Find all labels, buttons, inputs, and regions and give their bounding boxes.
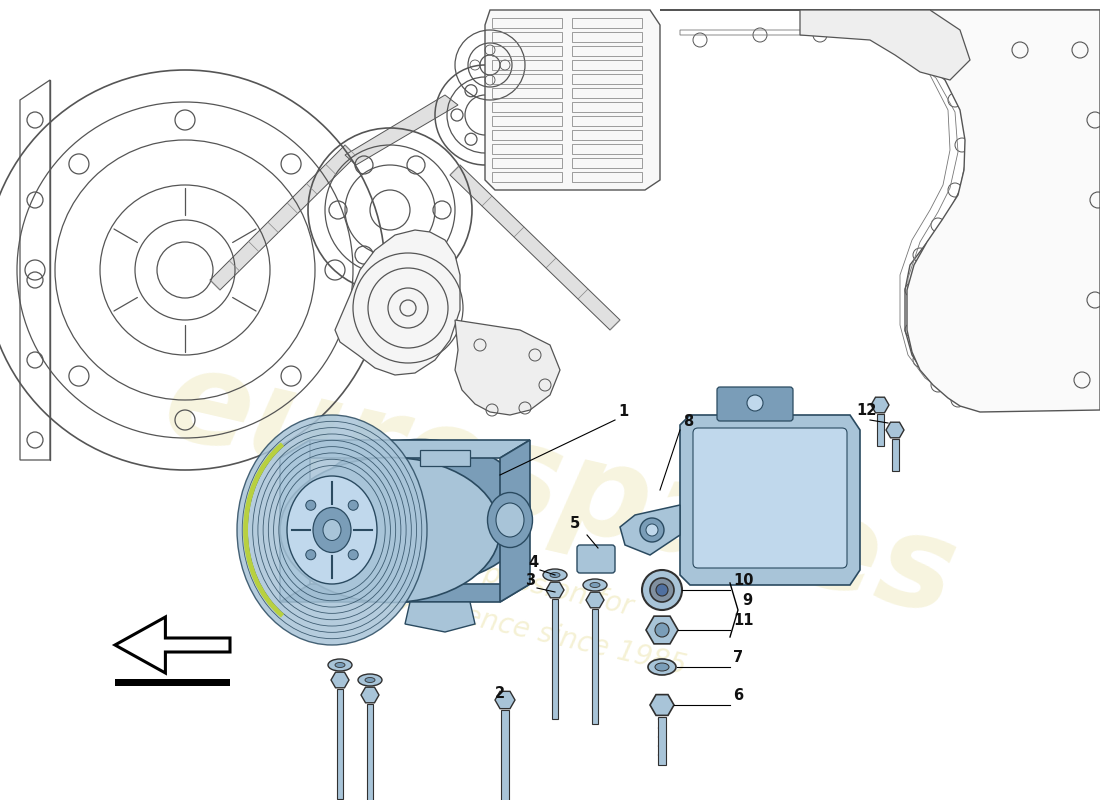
Bar [492,88,562,98]
Bar [572,172,642,182]
Text: 7: 7 [733,650,744,665]
Polygon shape [405,602,475,632]
Polygon shape [345,95,458,165]
Bar [116,679,230,686]
Circle shape [747,395,763,411]
Text: 5: 5 [570,516,581,531]
Bar [502,710,509,800]
Circle shape [650,578,674,602]
Bar [551,599,559,719]
Circle shape [349,550,359,560]
Polygon shape [280,440,530,458]
Bar [492,32,562,42]
Circle shape [646,524,658,536]
Text: 3: 3 [525,573,535,588]
Polygon shape [455,320,560,415]
Ellipse shape [590,582,600,587]
Text: 2: 2 [495,686,505,701]
Circle shape [306,550,316,560]
Text: 11: 11 [733,613,754,628]
Ellipse shape [654,663,669,671]
Text: 12: 12 [856,403,877,418]
Text: 6: 6 [733,688,744,703]
Text: a passion for
excellence since 1985: a passion for excellence since 1985 [382,539,698,681]
Bar [891,439,899,471]
Polygon shape [500,440,530,602]
Polygon shape [485,10,660,190]
Text: 9: 9 [742,593,752,608]
Bar [572,144,642,154]
Ellipse shape [336,662,345,667]
Bar [572,32,642,42]
Polygon shape [280,440,310,602]
Ellipse shape [323,519,341,541]
Ellipse shape [314,507,351,553]
Bar [572,88,642,98]
Ellipse shape [280,458,500,602]
Circle shape [642,570,682,610]
Ellipse shape [328,659,352,671]
Bar [572,60,642,70]
Bar [572,102,642,112]
Ellipse shape [365,678,375,682]
Polygon shape [660,10,1100,410]
Bar [492,144,562,154]
Bar [492,102,562,112]
Ellipse shape [487,493,532,547]
Polygon shape [800,10,970,80]
Text: 1: 1 [618,404,628,419]
Ellipse shape [583,579,607,591]
Circle shape [640,518,664,542]
Bar [658,717,666,765]
Bar [572,130,642,140]
Circle shape [349,500,359,510]
Bar [492,74,562,84]
Bar [492,116,562,126]
Bar [592,609,598,724]
Bar [492,172,562,182]
Circle shape [654,623,669,637]
Ellipse shape [287,476,377,584]
Polygon shape [850,10,1100,412]
Polygon shape [450,165,620,330]
Bar [492,46,562,56]
Polygon shape [280,584,530,602]
Bar [492,18,562,28]
Polygon shape [116,617,230,673]
Text: eurospares: eurospares [153,338,968,642]
Bar [572,158,642,168]
Polygon shape [620,505,680,555]
Polygon shape [336,230,460,375]
Text: 10: 10 [733,573,754,588]
FancyBboxPatch shape [578,545,615,573]
Bar [572,46,642,56]
Bar [572,74,642,84]
FancyBboxPatch shape [717,387,793,421]
Text: 4: 4 [528,555,538,570]
FancyBboxPatch shape [693,428,847,568]
Bar [572,18,642,28]
Bar [572,116,642,126]
Bar [492,158,562,168]
Bar [492,130,562,140]
Ellipse shape [310,439,530,585]
Bar [337,689,343,799]
Ellipse shape [496,503,524,537]
Bar [492,60,562,70]
Ellipse shape [648,659,676,675]
Bar [877,414,883,446]
Ellipse shape [550,573,560,578]
Polygon shape [210,145,356,290]
Circle shape [306,500,316,510]
Circle shape [656,584,668,596]
Bar [366,704,373,800]
Ellipse shape [236,415,427,645]
Ellipse shape [358,674,382,686]
Polygon shape [420,450,470,466]
Polygon shape [680,415,860,585]
Ellipse shape [543,569,566,581]
Text: 8: 8 [683,414,693,429]
